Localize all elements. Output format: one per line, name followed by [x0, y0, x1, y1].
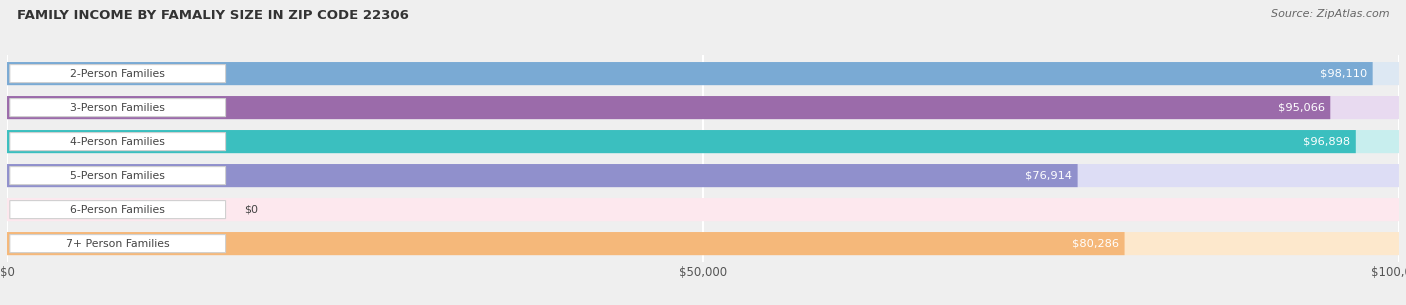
FancyBboxPatch shape [10, 201, 225, 219]
FancyBboxPatch shape [7, 130, 1399, 153]
FancyBboxPatch shape [7, 130, 1355, 153]
Text: $76,914: $76,914 [1025, 170, 1071, 181]
Text: 3-Person Families: 3-Person Families [70, 102, 165, 113]
Text: FAMILY INCOME BY FAMALIY SIZE IN ZIP CODE 22306: FAMILY INCOME BY FAMALIY SIZE IN ZIP COD… [17, 9, 409, 22]
Text: 4-Person Families: 4-Person Families [70, 137, 165, 147]
FancyBboxPatch shape [7, 164, 1399, 187]
Text: Source: ZipAtlas.com: Source: ZipAtlas.com [1271, 9, 1389, 19]
FancyBboxPatch shape [7, 164, 1077, 187]
Text: 2-Person Families: 2-Person Families [70, 69, 165, 79]
Text: $95,066: $95,066 [1278, 102, 1324, 113]
FancyBboxPatch shape [10, 65, 225, 83]
FancyBboxPatch shape [7, 62, 1399, 85]
FancyBboxPatch shape [7, 198, 1399, 221]
FancyBboxPatch shape [10, 133, 225, 151]
FancyBboxPatch shape [10, 167, 225, 185]
Text: $96,898: $96,898 [1303, 137, 1350, 147]
Text: $98,110: $98,110 [1320, 69, 1367, 79]
FancyBboxPatch shape [7, 96, 1399, 119]
Text: 6-Person Families: 6-Person Families [70, 205, 165, 215]
FancyBboxPatch shape [7, 232, 1125, 255]
FancyBboxPatch shape [7, 96, 1330, 119]
Text: 5-Person Families: 5-Person Families [70, 170, 165, 181]
Text: 7+ Person Families: 7+ Person Families [66, 239, 170, 249]
FancyBboxPatch shape [10, 235, 225, 253]
FancyBboxPatch shape [10, 99, 225, 117]
Text: $0: $0 [243, 205, 257, 215]
Text: $80,286: $80,286 [1071, 239, 1119, 249]
FancyBboxPatch shape [7, 62, 1372, 85]
FancyBboxPatch shape [7, 232, 1399, 255]
